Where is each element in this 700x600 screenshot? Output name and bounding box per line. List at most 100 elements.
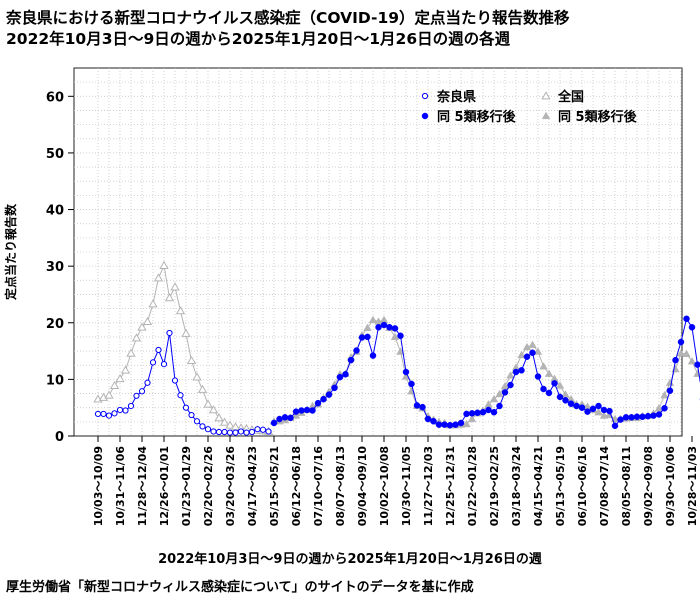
data-point (501, 389, 509, 396)
data-point (594, 407, 603, 416)
data-point (534, 373, 542, 380)
data-point (676, 349, 686, 357)
data-point (265, 428, 272, 435)
data-point (413, 402, 421, 409)
data-point (137, 322, 147, 331)
data-point (109, 380, 120, 389)
legend-entry: 全国 (541, 89, 584, 105)
x-tick-label: 10/03～10/09 (92, 446, 105, 526)
data-point (214, 413, 224, 422)
data-point (177, 392, 184, 399)
x-tick-label: 09/02～09/08 (642, 446, 655, 526)
x-tick-label: 06/10～06/16 (576, 446, 589, 527)
data-point (688, 324, 696, 331)
legend-entry: 奈良県 (421, 89, 476, 105)
data-point (435, 421, 443, 428)
data-point (441, 421, 448, 428)
x-tick-label: 05/13～05/19 (554, 446, 567, 526)
data-point (159, 260, 169, 269)
data-point (122, 407, 129, 414)
data-point (463, 410, 470, 418)
data-point (292, 408, 300, 415)
data-point (496, 402, 503, 410)
data-point (320, 395, 327, 403)
data-point (474, 409, 481, 417)
data-point (541, 91, 551, 100)
data-point (391, 325, 399, 332)
data-point (408, 380, 415, 388)
data-point (219, 417, 230, 426)
data-point (104, 390, 114, 399)
data-point (490, 408, 498, 416)
data-point (682, 349, 691, 358)
data-point (551, 380, 558, 387)
data-point (175, 306, 186, 315)
data-point (390, 332, 400, 341)
data-point (148, 299, 158, 308)
data-point (687, 356, 697, 365)
data-point (611, 422, 619, 430)
data-point (375, 324, 382, 331)
data-point (204, 426, 212, 433)
legend-label: 同 5類移行後 (437, 109, 517, 125)
data-point (500, 381, 510, 390)
data-point (182, 404, 190, 411)
data-point (540, 385, 547, 393)
x-tick-label: 10/28～11/03 (686, 446, 699, 526)
data-point (199, 423, 206, 430)
data-point (353, 347, 360, 354)
data-point (562, 397, 569, 404)
data-point (677, 338, 685, 346)
data-point (120, 365, 131, 374)
data-point (386, 324, 393, 331)
y-tick-label: 30 (46, 260, 64, 275)
data-point (518, 367, 525, 374)
data-point (617, 416, 624, 423)
x-tick-label: 12/25～12/31 (444, 446, 457, 526)
data-point (421, 92, 429, 100)
data-point (523, 353, 531, 360)
x-tick-label: 02/19～02/25 (488, 446, 501, 526)
data-point (402, 368, 410, 376)
data-point (111, 410, 118, 417)
x-axis-label: 2022年10月3日～9日の週から2025年1月20日～1月26日の週 (158, 552, 542, 567)
x-tick-label: 11/27～12/03 (422, 446, 435, 526)
data-point (181, 328, 191, 337)
y-tick-label: 50 (46, 147, 64, 162)
data-point (495, 389, 504, 398)
data-point (131, 333, 142, 342)
x-tick-label: 09/04～09/10 (356, 446, 369, 527)
data-point (336, 373, 344, 381)
data-point (556, 393, 564, 401)
x-tick-label: 10/30～11/05 (400, 446, 413, 526)
data-point (364, 333, 371, 341)
data-point (457, 419, 465, 427)
y-tick-label: 20 (46, 317, 64, 332)
data-point (237, 428, 245, 435)
data-point (595, 402, 602, 410)
data-point (192, 372, 202, 381)
legend-entry: 同 5類移行後 (541, 109, 638, 125)
y-axis: 0 10 20 30 40 50 60 (46, 90, 74, 445)
data-point (600, 406, 608, 414)
data-point (203, 399, 213, 408)
data-point (208, 405, 219, 414)
data-point (221, 428, 228, 436)
data-point (270, 419, 278, 427)
data-point (545, 389, 553, 397)
data-point (529, 349, 536, 357)
chart-title: 奈良県における新型コロナウイルス感染症（COVID-19）定点当たり報告数推移 (6, 9, 570, 27)
data-point (512, 368, 520, 376)
data-point (149, 359, 157, 366)
data-point (232, 429, 239, 436)
x-tick-label: 04/17～04/23 (246, 446, 259, 526)
data-point (347, 356, 355, 364)
x-tick-label: 11/28～12/04 (136, 446, 149, 527)
data-point (430, 418, 437, 425)
data-point (479, 408, 487, 416)
series-group: 5.95 (93, 260, 700, 436)
x-tick-label: 06/12～06/18 (290, 446, 303, 526)
data-point (210, 428, 217, 435)
data-point (276, 415, 283, 423)
y-tick-label: 0 (55, 430, 64, 445)
